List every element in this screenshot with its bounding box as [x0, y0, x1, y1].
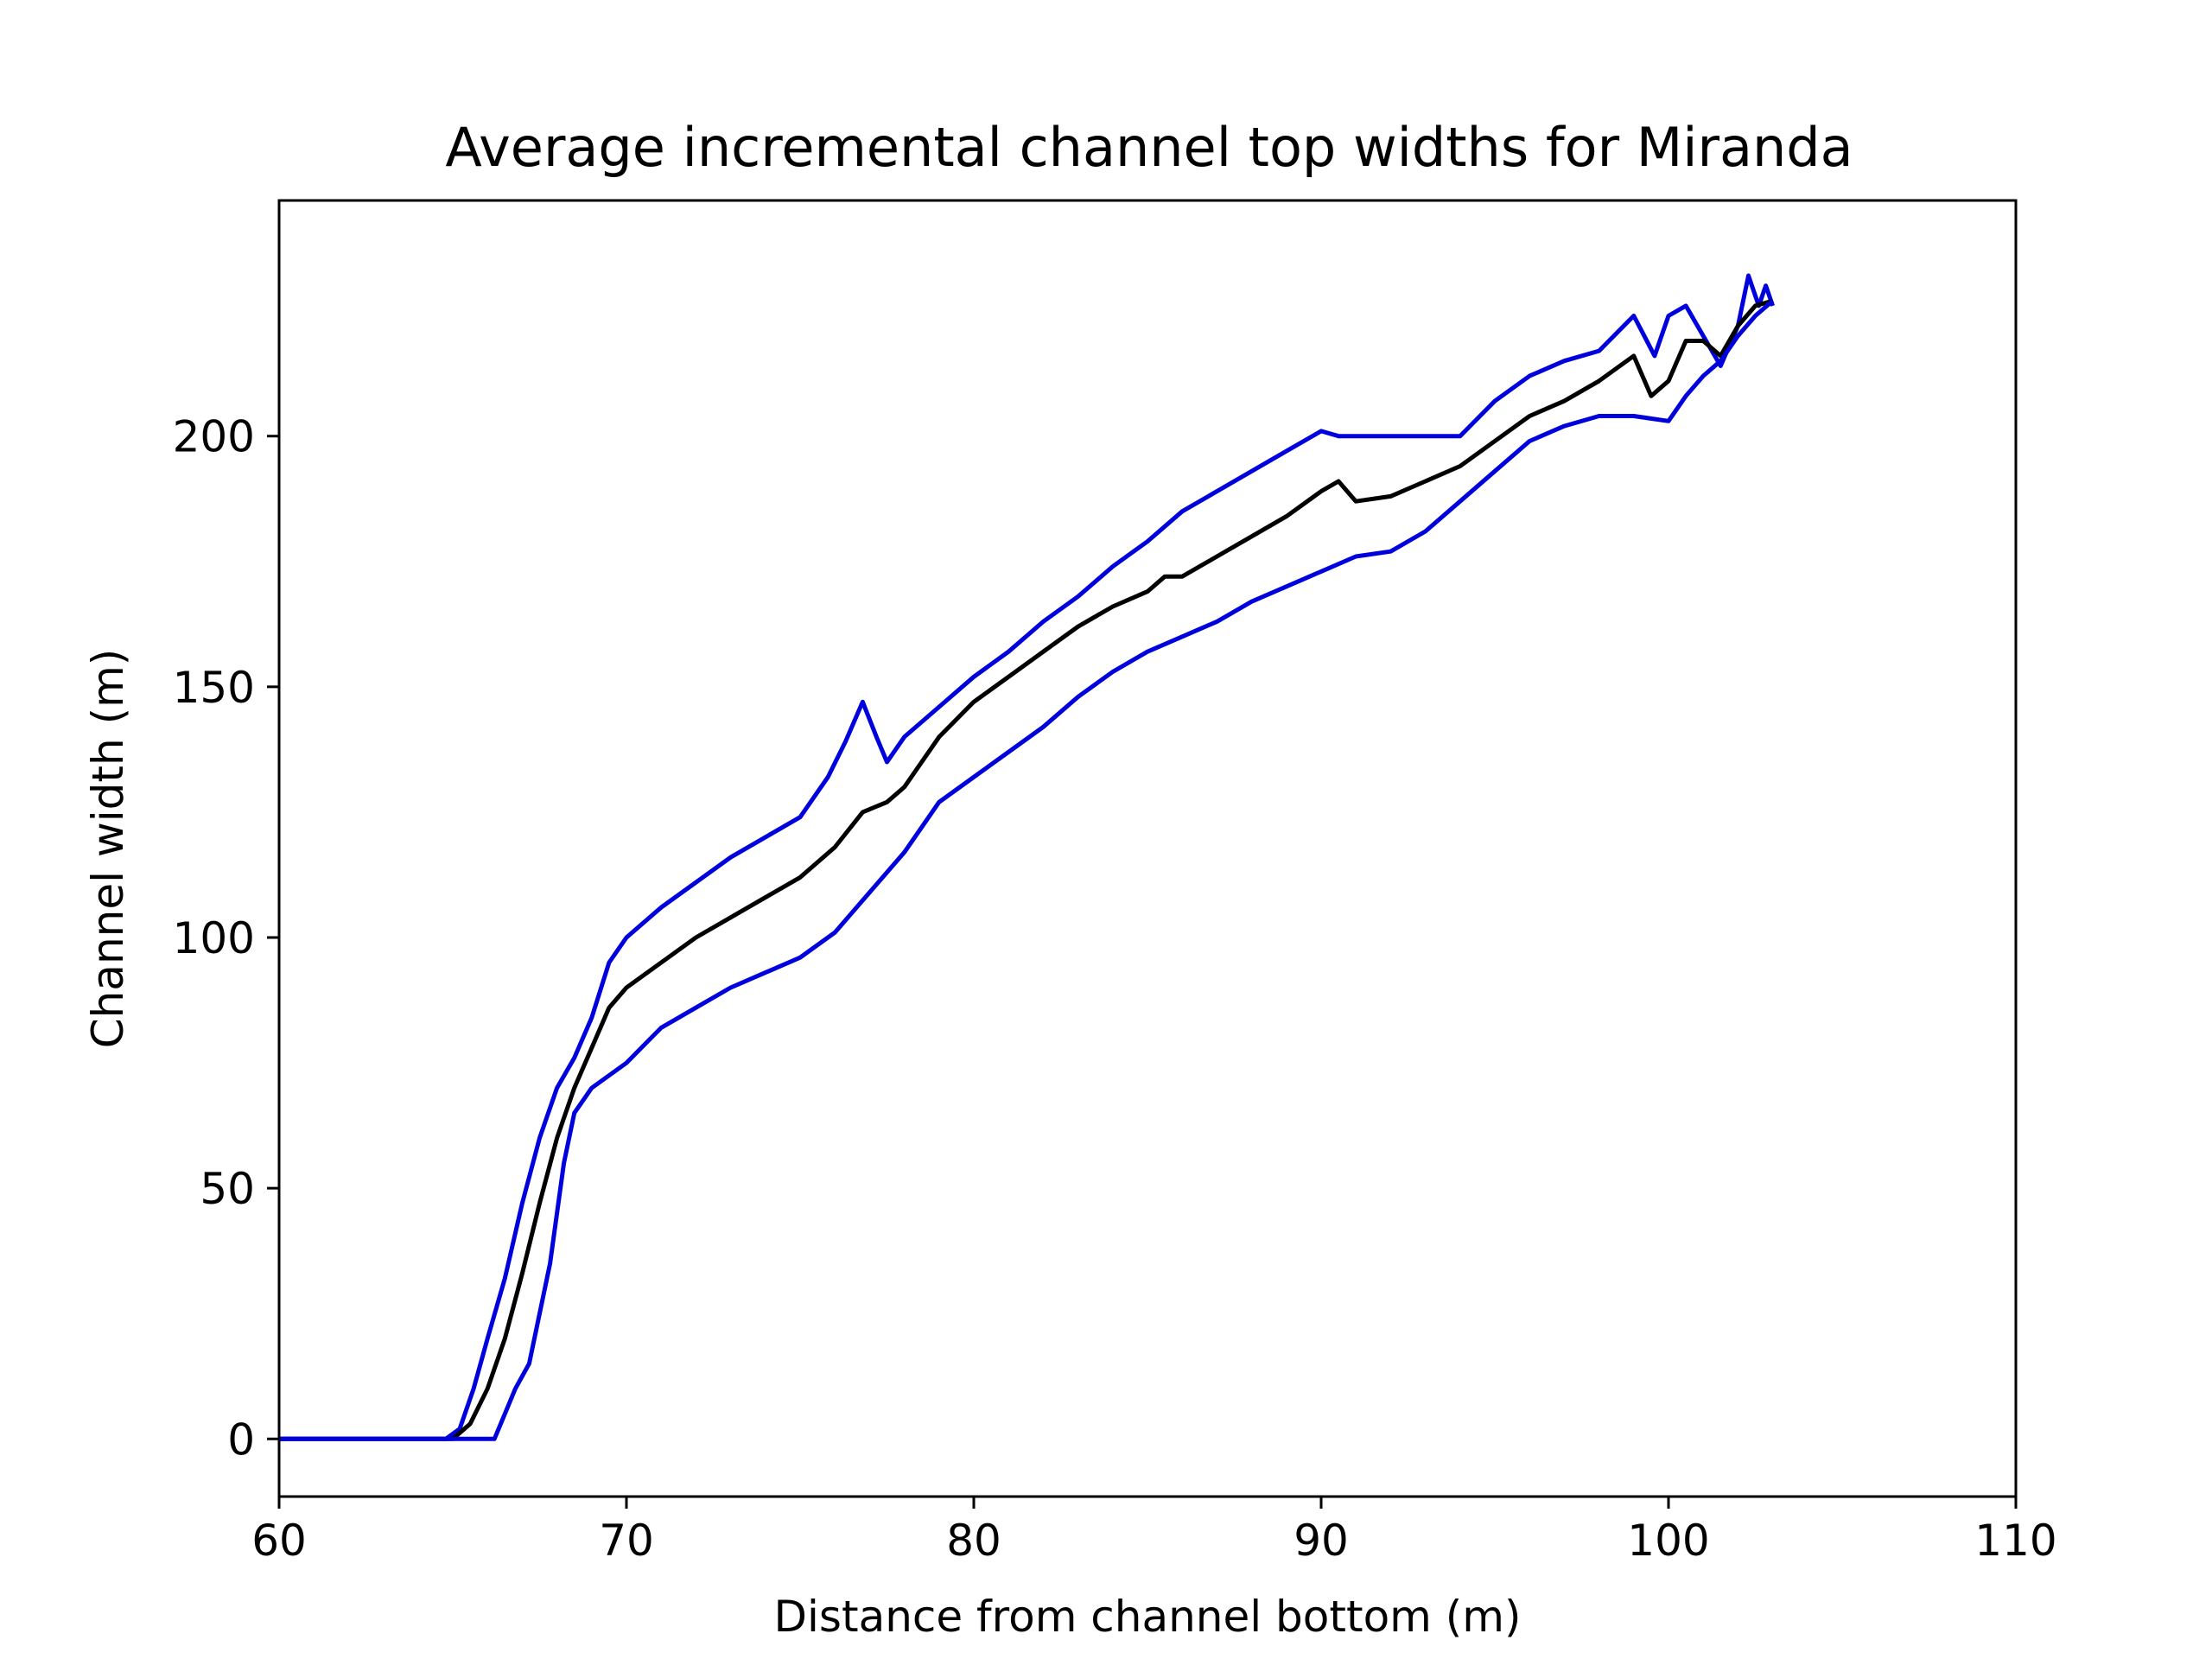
x-axis-label: Distance from channel bottom (m): [774, 1592, 1522, 1642]
y-tick-label: 100: [173, 913, 255, 963]
y-tick-label: 150: [173, 663, 255, 713]
x-tick-label: 110: [1974, 1516, 2056, 1566]
series-line-1: [279, 273, 1775, 1441]
x-tick-label: 90: [1294, 1516, 1349, 1566]
y-axis-label: Channel width (m): [83, 649, 133, 1049]
x-tick-label: 100: [1627, 1516, 1709, 1566]
x-axis-ticks: 60 70 80 90 100 110: [251, 1497, 2057, 1566]
y-tick-label: 200: [173, 412, 255, 462]
x-tick-label: 60: [251, 1516, 307, 1566]
plot-lines: [279, 273, 1775, 1441]
series-line-3: [279, 299, 1775, 1441]
x-tick-label: 80: [946, 1516, 1001, 1566]
y-tick-label: 50: [200, 1164, 255, 1214]
chart-title: Average incremental channel top widths f…: [445, 116, 1853, 179]
y-tick-label: 0: [227, 1414, 255, 1465]
series-line-2: [279, 298, 1774, 1441]
x-tick-label: 70: [599, 1516, 654, 1566]
plot-frame: [277, 199, 2018, 1498]
y-axis-ticks: 0 50 100 150 200: [173, 412, 279, 1465]
